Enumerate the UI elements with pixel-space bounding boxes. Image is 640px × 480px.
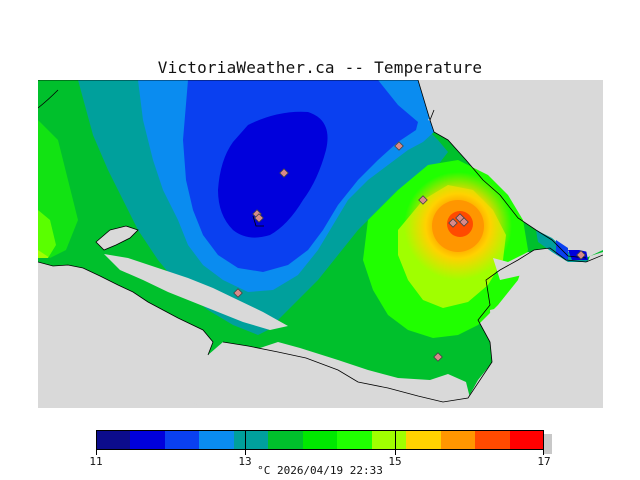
colorbar-swatch (337, 430, 373, 450)
colorbar-swatch (96, 430, 131, 450)
colorbar-tick-label: 11 (89, 455, 103, 468)
colorbar-tick-label: 15 (388, 455, 402, 468)
colorbar-tick (395, 430, 396, 455)
colorbar-tick (245, 430, 246, 455)
colorbar-swatch (406, 430, 442, 450)
inland-waters (38, 80, 603, 408)
colorbar-swatch (509, 430, 545, 450)
colorbar-swatch (440, 430, 476, 450)
station-marker[interactable] (433, 352, 443, 362)
station-marker[interactable] (576, 250, 586, 260)
coastline (38, 80, 603, 403)
colorbar-swatch (371, 430, 407, 450)
colorbar-swatch (302, 430, 338, 450)
colorbar-swatch (199, 430, 235, 450)
station-marker[interactable] (394, 141, 404, 151)
colorbar-swatch (268, 430, 304, 450)
station-marker[interactable] (418, 195, 428, 205)
temperature-map (38, 80, 603, 408)
colorbar-tick (96, 430, 97, 455)
colorbar-swatch (475, 430, 511, 450)
colorbar-swatch (233, 430, 269, 450)
colorbar-shadow (544, 434, 552, 454)
land-contours (38, 80, 603, 402)
station-marker[interactable] (459, 217, 469, 227)
map-title: VictoriaWeather.ca -- Temperature (157, 58, 483, 77)
colorbar-swatch (130, 430, 166, 450)
weather-stations (233, 141, 586, 362)
colorbar-tick-label: 13 (238, 455, 252, 468)
station-marker[interactable] (279, 168, 289, 178)
colorbar-tick-label: 17 (537, 455, 551, 468)
station-marker[interactable] (233, 288, 243, 298)
colorbar-tick (543, 430, 544, 455)
station-marker[interactable] (254, 213, 264, 223)
station-marker[interactable] (448, 218, 458, 228)
temperature-colorbar (96, 430, 545, 450)
timestamp-caption: °C 2026/04/19 22:33 (257, 464, 383, 477)
colorbar-swatch (164, 430, 200, 450)
